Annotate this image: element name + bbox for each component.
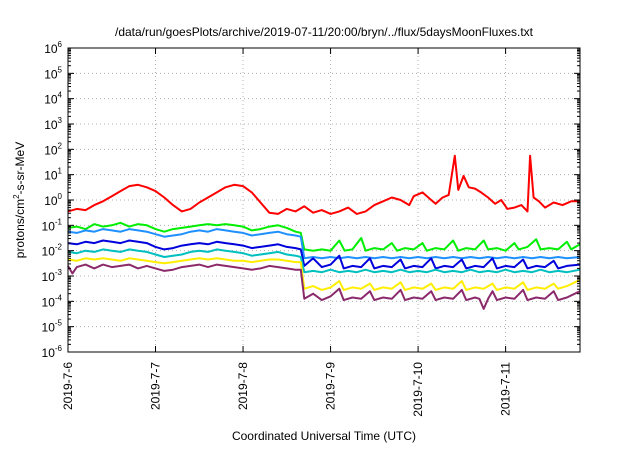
x-tick-label: 2019-7-7 bbox=[149, 362, 163, 410]
series-line-4 bbox=[67, 239, 581, 270]
y-tick-label: 102 bbox=[44, 141, 62, 157]
x-tick-label: 2019-7-6 bbox=[61, 362, 75, 410]
series-layer bbox=[67, 154, 581, 310]
y-axis-label: protons/cm2-s-sr-MeV bbox=[12, 142, 27, 258]
y-tick-label: 10-2 bbox=[42, 243, 63, 259]
grid-lines bbox=[68, 48, 580, 352]
y-tick-label: 104 bbox=[44, 91, 62, 107]
y-tick-label: 10-5 bbox=[42, 319, 63, 335]
series-line-6 bbox=[67, 257, 581, 291]
y-tick-label: 10-6 bbox=[42, 344, 63, 360]
y-tick-label: 103 bbox=[44, 116, 62, 132]
series-line-7 bbox=[67, 263, 581, 310]
y-tick-label: 106 bbox=[44, 40, 62, 56]
series-line-2 bbox=[67, 221, 581, 252]
chart-title: /data/run/goesPlots/archive/2019-07-11/2… bbox=[115, 25, 534, 39]
y-tick-label: 10-4 bbox=[42, 293, 63, 309]
x-tick-label: 2019-7-11 bbox=[499, 362, 513, 416]
x-tick-label: 2019-7-9 bbox=[324, 362, 338, 410]
x-tick-label: 2019-7-8 bbox=[236, 362, 250, 410]
y-tick-label: 105 bbox=[44, 65, 62, 81]
series-line-3 bbox=[67, 228, 581, 260]
x-tick-label: 2019-7-10 bbox=[411, 362, 425, 417]
x-axis-label: Coordinated Universal Time (UTC) bbox=[232, 429, 416, 443]
y-tick-label: 100 bbox=[44, 192, 62, 208]
y-tick-label: 10-1 bbox=[42, 217, 63, 233]
series-line-1 bbox=[67, 154, 580, 215]
y-tick-label: 101 bbox=[44, 167, 62, 183]
y-tick-label: 10-3 bbox=[42, 268, 63, 284]
axis-ticks: 10-6 10-5 10-4 10-3 10-2 10-1 100 101 102 103 104 1… bbox=[42, 40, 580, 417]
series-line-5 bbox=[67, 248, 581, 274]
